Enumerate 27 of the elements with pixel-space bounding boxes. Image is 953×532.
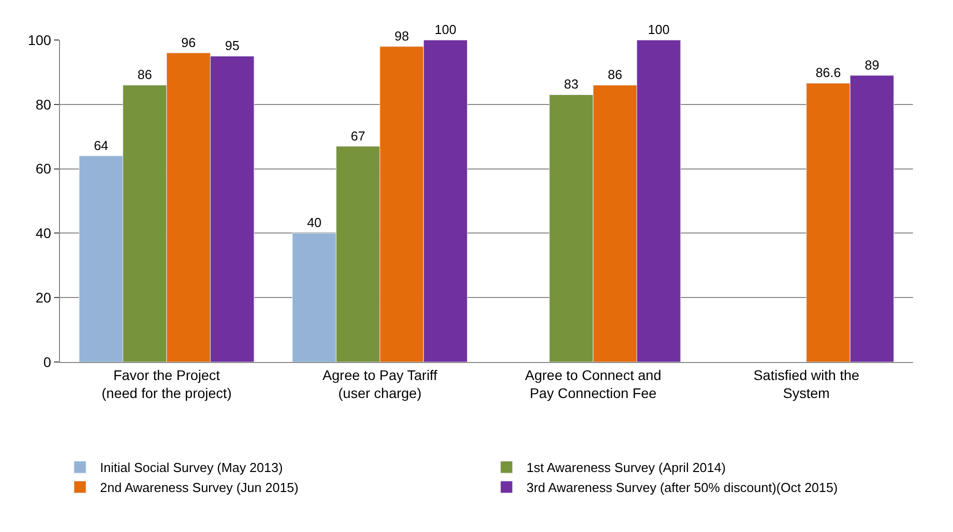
y-tick-label: 40 bbox=[36, 225, 52, 242]
data-label: 86 bbox=[608, 67, 622, 82]
data-label: 83 bbox=[564, 76, 579, 92]
legend-label: 1st Awareness Survey (April 2014) bbox=[526, 460, 726, 476]
x-tick-label: Agree to Connect and Pay Connection Fee bbox=[525, 366, 662, 401]
data-label: 98 bbox=[394, 28, 409, 44]
y-tick-label: 20 bbox=[36, 290, 52, 306]
x-tick-label: Agree to Pay Tariff (user charge) bbox=[322, 366, 438, 401]
y-tick-label: 60 bbox=[36, 160, 52, 177]
x-tick-label: Satisfied with the System bbox=[753, 366, 860, 401]
data-label: 86 bbox=[138, 67, 152, 82]
y-tick-label: 80 bbox=[36, 96, 52, 112]
legend-label: 2nd Awareness Survey (Jun 2015) bbox=[100, 480, 298, 496]
data-label: 95 bbox=[224, 38, 240, 54]
data-label: 40 bbox=[307, 215, 322, 230]
x-tick-label: Favor the Project (need for the project) bbox=[102, 366, 232, 401]
data-label: 96 bbox=[181, 34, 196, 50]
y-tick-label: 0 bbox=[43, 354, 52, 370]
legend-label: Initial Social Survey (May 2013) bbox=[100, 460, 283, 476]
y-tick-label: 100 bbox=[28, 32, 52, 48]
data-label: 89 bbox=[864, 57, 880, 72]
legend-label: 3rd Awareness Survey (after 50% discount)(Oct 2015) bbox=[526, 480, 838, 496]
data-label: 100 bbox=[648, 22, 670, 37]
data-label: 67 bbox=[350, 128, 366, 144]
data-label: 100 bbox=[434, 22, 456, 37]
data-label: 86.6 bbox=[816, 65, 841, 80]
data-label: 64 bbox=[94, 138, 108, 153]
